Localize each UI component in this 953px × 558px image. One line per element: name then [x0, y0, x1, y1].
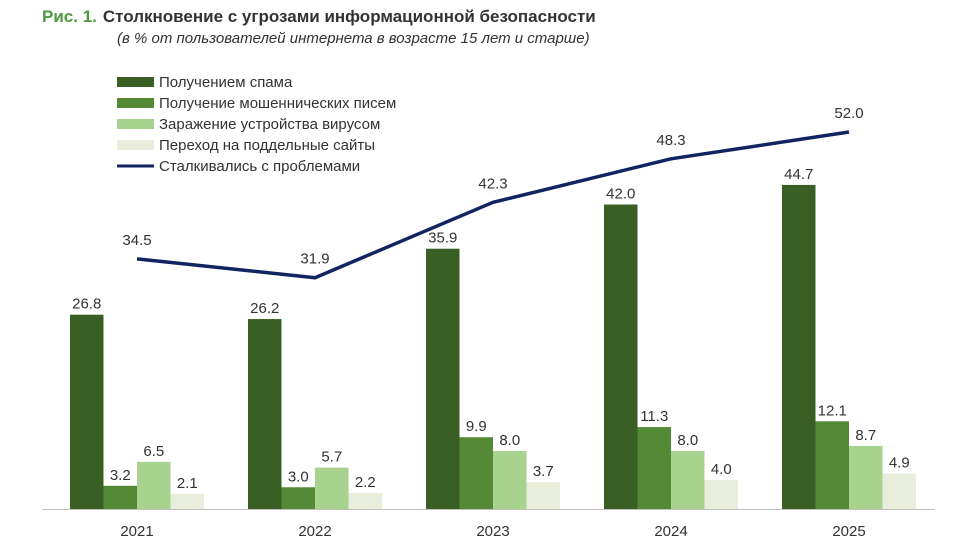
label-virus-2021: 6.5 — [143, 443, 164, 460]
label-phishing-2021: 3.2 — [110, 467, 131, 484]
bar-virus-2023 — [493, 451, 527, 509]
label-phishing-2025: 12.1 — [818, 402, 847, 419]
label-spam-2022: 26.2 — [250, 300, 279, 317]
bar-virus-2022 — [315, 467, 349, 509]
legend-label-phishing: Получение мошеннических писем — [159, 95, 396, 112]
x-tick-label-2024: 2024 — [654, 523, 687, 540]
label-problems_line-2025: 52.0 — [834, 105, 863, 122]
figure-title: Рис. 1. Столкновение с угрозами информаци… — [42, 7, 596, 27]
legend-swatch-fake_sites — [117, 140, 154, 150]
label-problems_line-2022: 31.9 — [300, 251, 329, 268]
bar-phishing-2024 — [637, 427, 671, 509]
bar-spam-2021 — [70, 314, 104, 509]
bar-phishing-2021 — [103, 485, 137, 509]
legend-label-virus: Заражение устройства вирусом — [159, 116, 380, 133]
label-virus-2025: 8.7 — [855, 427, 876, 444]
label-fake_sites-2023: 3.7 — [533, 463, 554, 480]
label-fake_sites-2022: 2.2 — [355, 474, 376, 491]
x-tick-label-2021: 2021 — [120, 523, 153, 540]
bar-phishing-2025 — [815, 421, 849, 509]
label-virus-2024: 8.0 — [677, 432, 698, 449]
bar-fake_sites-2023 — [526, 482, 560, 509]
figure-label: Рис. 1. — [42, 7, 97, 26]
bar-spam-2023 — [426, 248, 460, 509]
bar-spam-2025 — [782, 184, 816, 510]
bar-spam-2022 — [248, 319, 282, 509]
label-phishing-2022: 3.0 — [288, 468, 309, 485]
label-virus-2023: 8.0 — [499, 432, 520, 449]
bar-fake_sites-2024 — [704, 480, 738, 509]
legend-swatch-phishing — [117, 98, 154, 108]
legend-swatch-virus — [117, 119, 154, 129]
bars-layer — [70, 184, 916, 510]
label-problems_line-2024: 48.3 — [656, 132, 685, 149]
bar-virus-2021 — [137, 461, 171, 509]
legend-label-fake_sites: Переход на поддельные сайты — [159, 137, 375, 154]
label-spam-2024: 42.0 — [606, 186, 635, 203]
x-tick-label-2023: 2023 — [476, 523, 509, 540]
line-problems_line — [136, 130, 850, 280]
label-phishing-2024: 11.3 — [640, 408, 668, 425]
label-fake_sites-2025: 4.9 — [889, 454, 910, 471]
bar-fake_sites-2025 — [882, 473, 916, 509]
line-layer — [136, 130, 850, 280]
label-problems_line-2023: 42.3 — [478, 175, 507, 192]
bar-fake_sites-2022 — [348, 493, 382, 509]
label-phishing-2023: 9.9 — [466, 418, 487, 435]
legend-label-spam: Получением спама — [159, 74, 293, 91]
x-tick-label-2022: 2022 — [298, 523, 331, 540]
legend-swatch-spam — [117, 77, 154, 87]
bar-virus-2025 — [849, 445, 883, 509]
bar-phishing-2023 — [459, 437, 493, 509]
x-tick-label-2025: 2025 — [832, 523, 865, 540]
figure-subtitle: (в % от пользователей интернета в возрас… — [117, 30, 590, 47]
bar-fake_sites-2021 — [170, 493, 204, 509]
legend-label-problems_line: Сталкивались с проблемами — [159, 158, 360, 175]
figure-title-text: Столкновение с угрозами информационной б… — [102, 7, 596, 26]
legend: Получением спама Получение мошеннических … — [117, 74, 396, 175]
label-fake_sites-2021: 2.1 — [177, 475, 198, 492]
label-fake_sites-2024: 4.0 — [711, 461, 732, 478]
bar-phishing-2022 — [281, 487, 315, 509]
label-virus-2022: 5.7 — [321, 449, 342, 466]
bar-virus-2024 — [671, 451, 705, 509]
data-labels-layer: 26.8 3.2 6.5 2.1 26.2 3.0 5.7 2.2 35.9 9.9 8.0 3.7 4… — [72, 105, 910, 492]
label-spam-2025: 44.7 — [784, 166, 813, 183]
bar-spam-2024 — [604, 204, 638, 509]
label-problems_line-2021: 34.5 — [122, 232, 151, 249]
label-spam-2021: 26.8 — [72, 296, 101, 313]
x-axis: 2021 2022 2023 2024 2025 — [42, 509, 935, 540]
label-spam-2023: 35.9 — [428, 230, 457, 247]
